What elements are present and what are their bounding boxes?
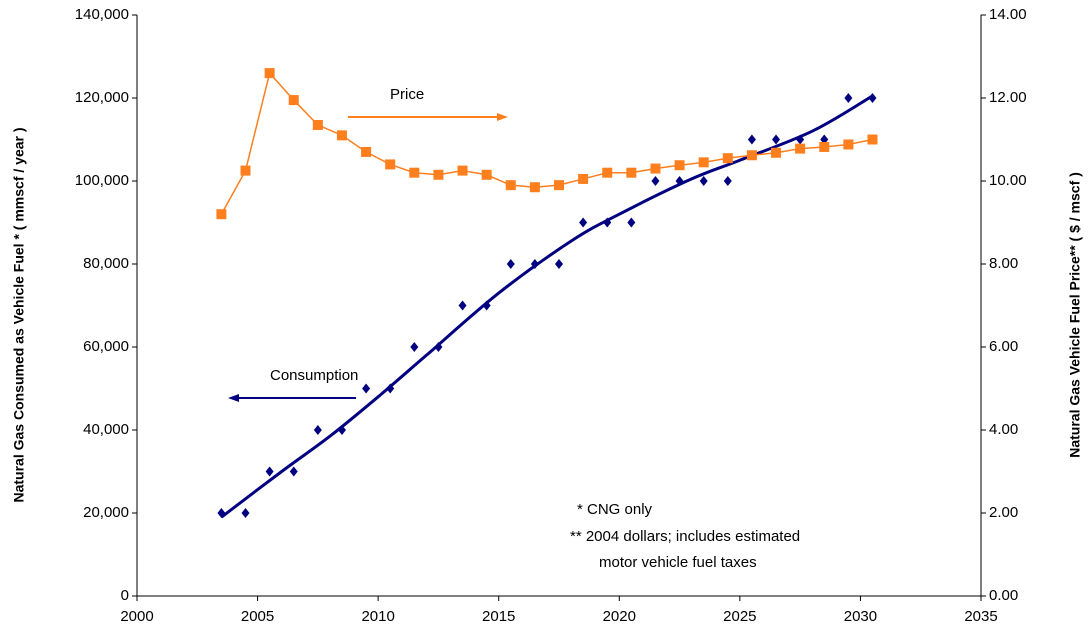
point — [529, 182, 540, 193]
y-tick-label: 80,000 — [83, 255, 129, 272]
point — [844, 93, 853, 103]
point — [409, 167, 420, 178]
series-line — [220, 71, 873, 215]
point — [457, 165, 468, 176]
note: ** 2004 dollars; includes estimated — [570, 528, 800, 545]
y2-tick-label: 14.00 — [989, 6, 1027, 23]
point — [265, 466, 274, 477]
y-tick-label: 120,000 — [75, 89, 129, 106]
y-axis-title: Natural Gas Consumed as Vehicle Fuel * (… — [11, 127, 27, 502]
x-tick-label: 2025 — [723, 608, 756, 625]
point — [433, 169, 444, 180]
y-tick-label: 100,000 — [75, 172, 129, 189]
point — [505, 180, 516, 191]
point — [555, 259, 563, 269]
point — [361, 146, 372, 157]
point — [289, 466, 298, 477]
y-tick-label: 20,000 — [83, 504, 129, 521]
point — [216, 209, 227, 220]
point — [386, 383, 395, 394]
point — [240, 165, 251, 176]
consumption-arrowhead — [228, 394, 239, 402]
point — [434, 342, 443, 352]
point — [867, 134, 878, 145]
point — [264, 68, 275, 79]
point — [578, 173, 589, 184]
point — [723, 176, 732, 186]
y-tick-label: 140,000 — [75, 6, 129, 23]
point — [241, 508, 250, 518]
point — [843, 139, 854, 150]
y-tick-label: 40,000 — [83, 421, 129, 438]
point — [722, 153, 733, 164]
point — [554, 180, 564, 191]
point — [795, 143, 806, 154]
point — [458, 300, 467, 311]
point — [313, 425, 322, 435]
point — [698, 157, 709, 168]
x-tick-label: 2035 — [964, 608, 997, 625]
x-tick-label: 2020 — [603, 608, 636, 625]
y2-tick-label: 10.00 — [989, 172, 1027, 189]
point — [626, 167, 637, 178]
note: * CNG only — [577, 501, 653, 518]
y2-tick-label: 12.00 — [989, 89, 1027, 106]
consumption-annotation: Consumption — [270, 367, 358, 384]
point — [579, 217, 588, 228]
point — [337, 425, 346, 435]
y2-tick-label: 8.00 — [989, 255, 1018, 272]
x-tick-label: 2015 — [482, 608, 515, 625]
point — [796, 134, 805, 145]
point — [603, 217, 612, 228]
x-tick-label: 2005 — [241, 608, 274, 625]
point — [336, 130, 347, 141]
price-arrowhead — [497, 113, 508, 121]
point — [699, 176, 708, 186]
x-tick-label: 2000 — [120, 608, 153, 625]
point — [627, 217, 636, 228]
point — [674, 160, 685, 171]
point — [675, 176, 684, 186]
y2-tick-label: 2.00 — [989, 504, 1018, 521]
point — [481, 169, 492, 180]
point — [385, 159, 396, 170]
point — [482, 300, 491, 311]
point — [217, 508, 226, 518]
y2-tick-label: 6.00 — [989, 338, 1018, 355]
point — [746, 150, 757, 161]
point — [288, 95, 299, 106]
y2-axis-title: Natural Gas Vehicle Fuel Price** ( $ / m… — [1067, 172, 1083, 458]
point — [362, 383, 371, 394]
point — [868, 93, 877, 103]
point — [312, 119, 323, 130]
point — [530, 259, 539, 269]
point — [771, 147, 782, 158]
point — [650, 163, 661, 174]
y-tick-label: 60,000 — [83, 338, 129, 355]
y2-tick-label: 4.00 — [989, 421, 1018, 438]
point — [747, 134, 756, 145]
point — [410, 342, 419, 352]
x-tick-label: 2010 — [361, 608, 394, 625]
y2-tick-label: 0.00 — [989, 587, 1018, 604]
point — [772, 134, 781, 145]
trendline — [220, 94, 874, 519]
point — [819, 141, 830, 152]
point — [651, 176, 660, 186]
point — [602, 167, 613, 178]
price-annotation: Price — [390, 86, 424, 103]
x-tick-label: 2030 — [844, 608, 877, 625]
note: motor vehicle fuel taxes — [599, 554, 757, 571]
y-tick-label: 0 — [121, 587, 129, 604]
point — [506, 259, 515, 269]
